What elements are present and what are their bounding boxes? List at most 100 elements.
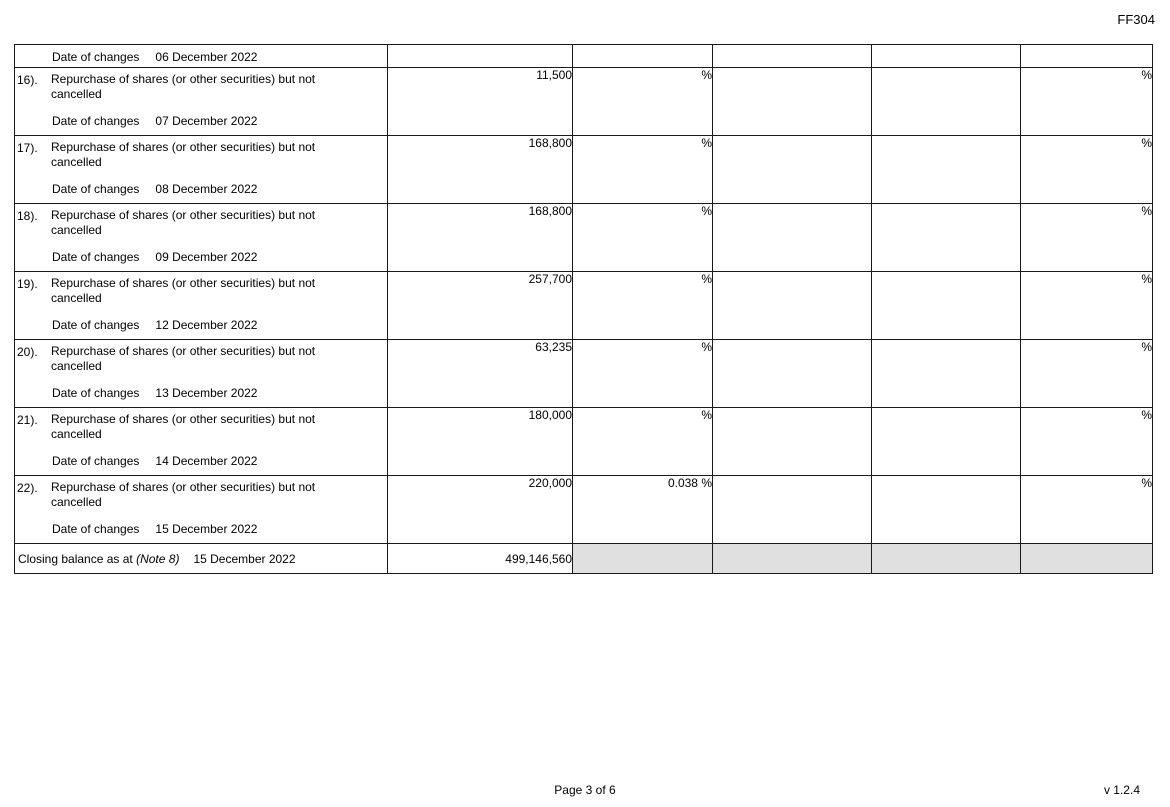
empty-cell bbox=[871, 475, 1021, 544]
closing-balance-line: Closing balance as at (Note 8) 15 Decembe… bbox=[16, 551, 387, 566]
date-of-changes-label: Date of changes bbox=[52, 250, 140, 264]
date-of-changes-label: Date of changes bbox=[52, 386, 140, 400]
date-of-changes-value: 08 December 2022 bbox=[155, 182, 258, 196]
date-of-changes-line: Date of changes 08 December 2022 bbox=[52, 182, 257, 196]
percentage-value: 0.038 % bbox=[572, 475, 713, 544]
table-row: 22). Repurchase of shares (or other secu… bbox=[14, 475, 1153, 544]
row-number: 22). bbox=[17, 481, 38, 495]
share-changes-table: Date of changes 06 December 2022 16). Rep… bbox=[14, 44, 1153, 574]
percentage-value: % bbox=[572, 271, 713, 340]
date-of-changes-value: 07 December 2022 bbox=[155, 114, 258, 128]
row-description: Repurchase of shares (or other securitie… bbox=[51, 344, 316, 373]
empty-cell bbox=[712, 67, 872, 136]
date-of-changes-value: 12 December 2022 bbox=[155, 318, 258, 332]
percentage-value: % bbox=[572, 203, 713, 272]
description-cell: 19). Repurchase of shares (or other secu… bbox=[14, 271, 388, 340]
description-cell: 21). Repurchase of shares (or other secu… bbox=[14, 407, 388, 476]
row-description: Repurchase of shares (or other securitie… bbox=[51, 72, 316, 101]
shaded-cell bbox=[712, 543, 872, 574]
date-of-changes-line: Date of changes 07 December 2022 bbox=[52, 114, 257, 128]
date-of-changes-value: 14 December 2022 bbox=[155, 454, 258, 468]
empty-cell bbox=[712, 44, 872, 68]
table-row: 20). Repurchase of shares (or other secu… bbox=[14, 339, 1153, 408]
shares-number-value: 168,800 bbox=[387, 135, 573, 204]
percentage-cell-2 bbox=[1020, 44, 1153, 68]
row-description: Repurchase of shares (or other securitie… bbox=[51, 480, 316, 509]
percentage-value: % bbox=[572, 407, 713, 476]
shares-number-value: 11,500 bbox=[387, 67, 573, 136]
closing-balance-row: Closing balance as at (Note 8) 15 Decembe… bbox=[14, 543, 1153, 574]
note-reference: (Note 8) bbox=[136, 551, 180, 566]
percentage-value: % bbox=[572, 67, 713, 136]
date-of-changes-value: 13 December 2022 bbox=[155, 386, 258, 400]
percentage-cell bbox=[572, 44, 713, 68]
shaded-cell bbox=[1020, 543, 1153, 574]
shaded-cell bbox=[572, 543, 713, 574]
date-of-changes-value: 15 December 2022 bbox=[155, 522, 258, 536]
description-cell: 20). Repurchase of shares (or other secu… bbox=[14, 339, 388, 408]
percentage-value-2: % bbox=[1020, 339, 1153, 408]
shaded-cell bbox=[871, 543, 1021, 574]
date-of-changes-value: 06 December 2022 bbox=[155, 50, 258, 64]
table-row-partial: Date of changes 06 December 2022 bbox=[14, 44, 1153, 68]
date-of-changes-label: Date of changes bbox=[52, 114, 140, 128]
empty-cell bbox=[871, 271, 1021, 340]
table-row: 18). Repurchase of shares (or other secu… bbox=[14, 203, 1153, 272]
row-description: Repurchase of shares (or other securitie… bbox=[51, 140, 316, 169]
date-of-changes-line: Date of changes 09 December 2022 bbox=[52, 250, 257, 264]
empty-cell bbox=[871, 135, 1021, 204]
row-number: 16). bbox=[17, 73, 38, 87]
closing-balance-label: Closing balance as at bbox=[18, 551, 133, 566]
percentage-value: % bbox=[572, 135, 713, 204]
empty-cell bbox=[712, 475, 872, 544]
row-number: 17). bbox=[17, 141, 38, 155]
date-of-changes-label: Date of changes bbox=[52, 50, 140, 64]
date-of-changes-label: Date of changes bbox=[52, 522, 140, 536]
date-of-changes-line: Date of changes 14 December 2022 bbox=[52, 454, 257, 468]
empty-cell bbox=[712, 407, 872, 476]
description-cell: 16). Repurchase of shares (or other secu… bbox=[14, 67, 388, 136]
table-row: 19). Repurchase of shares (or other secu… bbox=[14, 271, 1153, 340]
empty-cell bbox=[871, 44, 1021, 68]
date-of-changes-cell: Date of changes 06 December 2022 bbox=[14, 44, 388, 68]
date-of-changes-line: Date of changes 15 December 2022 bbox=[52, 522, 257, 536]
description-cell: 17). Repurchase of shares (or other secu… bbox=[14, 135, 388, 204]
empty-cell bbox=[871, 407, 1021, 476]
description-cell: 22). Repurchase of shares (or other secu… bbox=[14, 475, 388, 544]
closing-balance-label-cell: Closing balance as at (Note 8) 15 Decembe… bbox=[14, 543, 388, 574]
row-number: 21). bbox=[17, 413, 38, 427]
date-of-changes-label: Date of changes bbox=[52, 318, 140, 332]
empty-cell bbox=[712, 271, 872, 340]
percentage-value-2: % bbox=[1020, 67, 1153, 136]
row-description: Repurchase of shares (or other securitie… bbox=[51, 208, 316, 237]
shares-number-value: 180,000 bbox=[387, 407, 573, 476]
empty-cell bbox=[712, 339, 872, 408]
percentage-value: % bbox=[572, 339, 713, 408]
row-description: Repurchase of shares (or other securitie… bbox=[51, 412, 316, 441]
table-row: 21). Repurchase of shares (or other secu… bbox=[14, 407, 1153, 476]
percentage-value-2: % bbox=[1020, 271, 1153, 340]
row-description: Repurchase of shares (or other securitie… bbox=[51, 276, 316, 305]
empty-cell bbox=[871, 203, 1021, 272]
empty-cell bbox=[871, 339, 1021, 408]
percentage-value-2: % bbox=[1020, 407, 1153, 476]
shares-number-value: 63,235 bbox=[387, 339, 573, 408]
table-row: 16). Repurchase of shares (or other secu… bbox=[14, 67, 1153, 136]
row-number: 20). bbox=[17, 345, 38, 359]
date-of-changes-value: 09 December 2022 bbox=[155, 250, 258, 264]
description-cell: 18). Repurchase of shares (or other secu… bbox=[14, 203, 388, 272]
shares-number-value: 257,700 bbox=[387, 271, 573, 340]
percentage-value-2: % bbox=[1020, 203, 1153, 272]
date-of-changes-label: Date of changes bbox=[52, 454, 140, 468]
shares-number-value: 168,800 bbox=[387, 203, 573, 272]
date-of-changes-line: Date of changes 13 December 2022 bbox=[52, 386, 257, 400]
closing-balance-value: 499,146,560 bbox=[387, 543, 573, 574]
form-code-label: FF304 bbox=[1117, 12, 1155, 27]
row-number: 18). bbox=[17, 209, 38, 223]
table-row: 17). Repurchase of shares (or other secu… bbox=[14, 135, 1153, 204]
date-of-changes-line: Date of changes 12 December 2022 bbox=[52, 318, 257, 332]
date-of-changes-line: Date of changes 06 December 2022 bbox=[16, 46, 387, 64]
row-number: 19). bbox=[17, 277, 38, 291]
shares-number-cell bbox=[387, 44, 573, 68]
page-indicator: Page 3 of 6 bbox=[554, 783, 616, 797]
